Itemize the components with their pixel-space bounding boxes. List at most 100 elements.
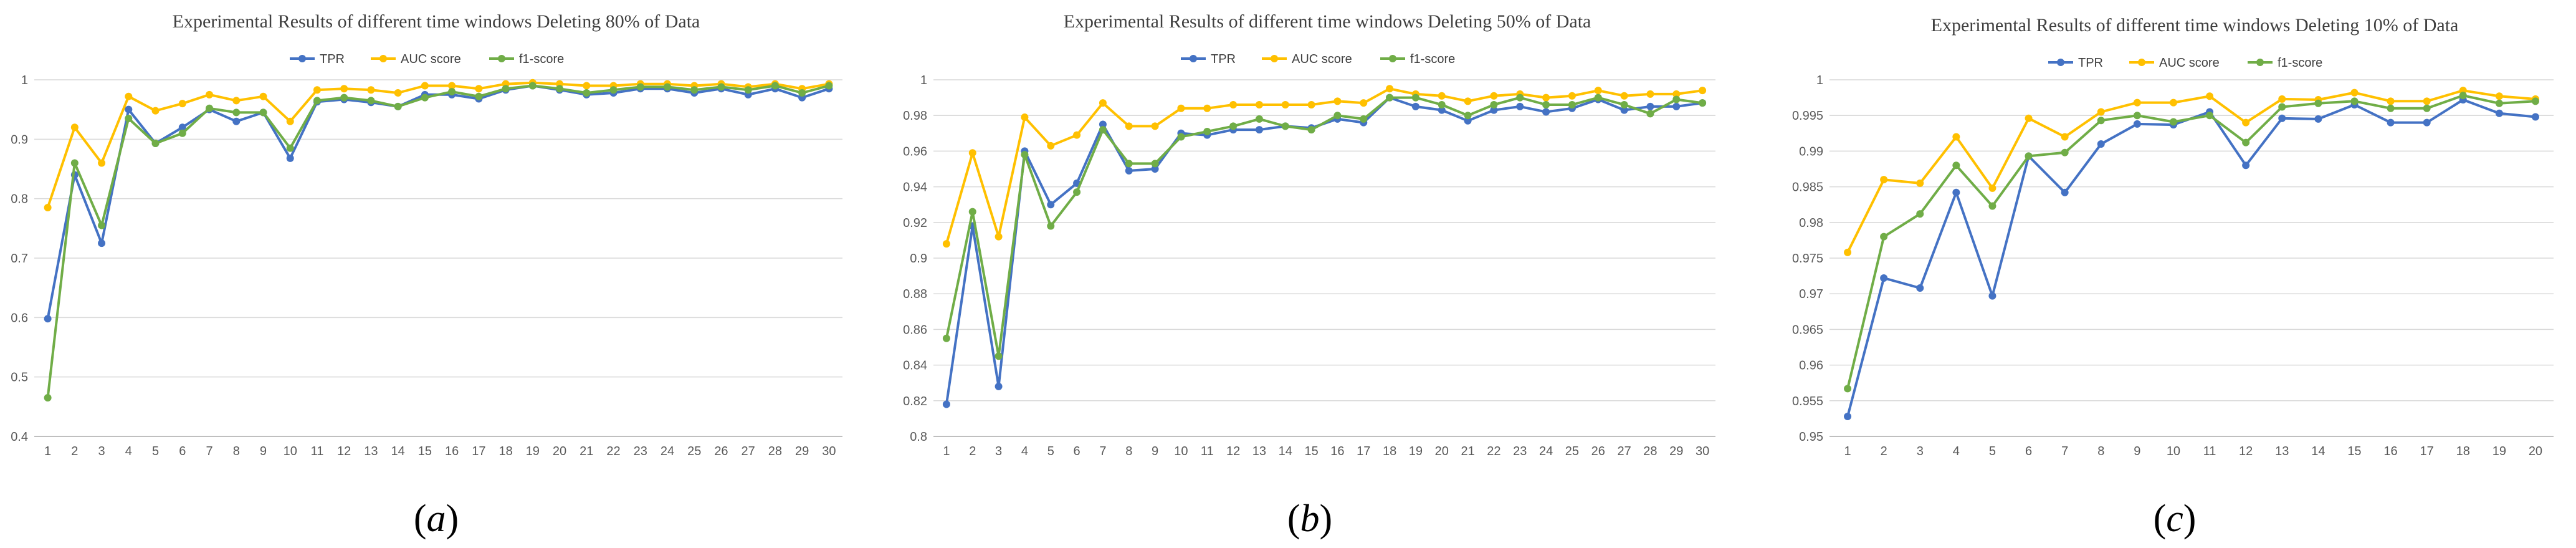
data-point-0 [1620, 106, 1628, 114]
data-point-2 [313, 97, 321, 105]
x-tick-label: 15 [2347, 445, 2361, 458]
x-tick-label: 20 [1435, 445, 1449, 458]
data-point-1 [394, 89, 402, 97]
data-point-2 [1047, 222, 1055, 230]
x-tick-label: 23 [1513, 445, 1527, 458]
x-tick-label: 14 [1279, 445, 1292, 458]
data-point-1 [1988, 184, 1996, 192]
data-point-0 [1151, 165, 1159, 173]
data-point-1 [1880, 176, 1888, 184]
y-tick-label: 0.86 [903, 323, 927, 337]
x-tick-label: 4 [125, 445, 132, 458]
data-point-1 [942, 240, 950, 248]
data-point-1 [1672, 90, 1681, 98]
data-point-1 [1952, 133, 1960, 141]
data-point-2 [1333, 112, 1342, 120]
x-tick-label: 1 [1844, 445, 1851, 458]
data-point-1 [2206, 92, 2214, 100]
data-point-1 [259, 92, 267, 100]
data-point-2 [556, 85, 564, 93]
data-point-0 [1646, 102, 1654, 110]
data-point-2 [448, 88, 456, 96]
data-point-2 [2206, 112, 2214, 120]
legend-swatch-marker [1271, 55, 1278, 62]
caption-open: ( [2154, 498, 2167, 540]
data-point-2 [609, 86, 618, 94]
data-point-2 [1620, 101, 1628, 109]
x-tick-label: 11 [1201, 445, 1214, 458]
x-tick-label: 18 [499, 445, 512, 458]
x-tick-label: 19 [526, 445, 540, 458]
data-point-2 [968, 208, 976, 216]
data-point-2 [744, 86, 752, 94]
data-point-1 [1125, 122, 1133, 130]
data-point-0 [1988, 292, 1996, 300]
y-tick-label: 0.96 [1799, 359, 1823, 373]
data-point-1 [151, 107, 160, 115]
x-tick-label: 4 [1953, 445, 1960, 458]
panel-caption: (b) [1287, 498, 1332, 540]
x-tick-label: 17 [472, 445, 485, 458]
x-tick-label: 29 [795, 445, 809, 458]
x-tick-label: 2 [71, 445, 78, 458]
y-tick-label: 0.8 [910, 430, 927, 444]
data-point-0 [1255, 126, 1263, 134]
data-point-0 [1916, 284, 1924, 292]
data-point-2 [1594, 94, 1602, 102]
data-point-0 [125, 105, 133, 113]
data-point-2 [1438, 101, 1446, 109]
x-tick-label: 16 [445, 445, 459, 458]
x-tick-label: 7 [206, 445, 212, 458]
data-point-1 [1281, 101, 1289, 109]
data-point-2 [2242, 138, 2250, 147]
data-point-2 [394, 102, 402, 110]
data-point-1 [232, 97, 241, 105]
data-point-1 [1620, 92, 1628, 100]
data-point-2 [1203, 127, 1211, 135]
x-tick-label: 10 [2167, 445, 2180, 458]
data-point-2 [1568, 101, 1576, 109]
legend-swatch-marker [1190, 55, 1197, 62]
series-line-1 [945, 87, 1703, 244]
x-tick-label: 6 [1074, 445, 1080, 458]
data-point-1 [98, 159, 106, 167]
data-point-2 [1229, 122, 1238, 130]
data-point-2 [2495, 99, 2503, 107]
caption-letter: b [1300, 498, 1320, 540]
y-tick-label: 0.95 [1799, 430, 1823, 444]
data-point-2 [825, 82, 833, 90]
x-tick-label: 12 [337, 445, 351, 458]
caption-close: ) [1320, 498, 1333, 540]
data-point-2 [942, 334, 950, 342]
caption-close: ) [446, 498, 459, 540]
legend-label: TPR [2078, 56, 2103, 70]
y-tick-label: 0.92 [903, 216, 927, 230]
data-point-1 [1594, 87, 1602, 95]
data-point-0 [1125, 166, 1133, 175]
data-point-2 [421, 94, 429, 102]
data-point-0 [2061, 188, 2069, 196]
legend-swatch-marker [379, 55, 387, 62]
data-point-2 [636, 83, 644, 91]
x-tick-label: 4 [1021, 445, 1028, 458]
data-point-1 [421, 82, 429, 90]
data-point-0 [286, 154, 294, 162]
legend-label: TPR [320, 52, 345, 66]
series-line-2 [1846, 94, 2536, 389]
data-point-2 [2350, 97, 2359, 105]
data-point-1 [1490, 92, 1498, 100]
data-point-1 [367, 86, 375, 94]
data-point-1 [1699, 87, 1707, 95]
y-tick-label: 0.98 [1799, 216, 1823, 230]
y-tick-label: 0.98 [903, 109, 927, 123]
data-point-1 [2061, 133, 2069, 141]
x-tick-label: 14 [391, 445, 405, 458]
legend-item: f1-score [2248, 56, 2322, 70]
data-point-1 [2169, 99, 2177, 107]
data-point-2 [1021, 151, 1029, 159]
data-point-2 [151, 140, 160, 148]
data-point-0 [2133, 120, 2141, 128]
data-point-2 [1307, 126, 1315, 134]
x-tick-label: 6 [179, 445, 186, 458]
data-point-2 [1411, 94, 1419, 102]
